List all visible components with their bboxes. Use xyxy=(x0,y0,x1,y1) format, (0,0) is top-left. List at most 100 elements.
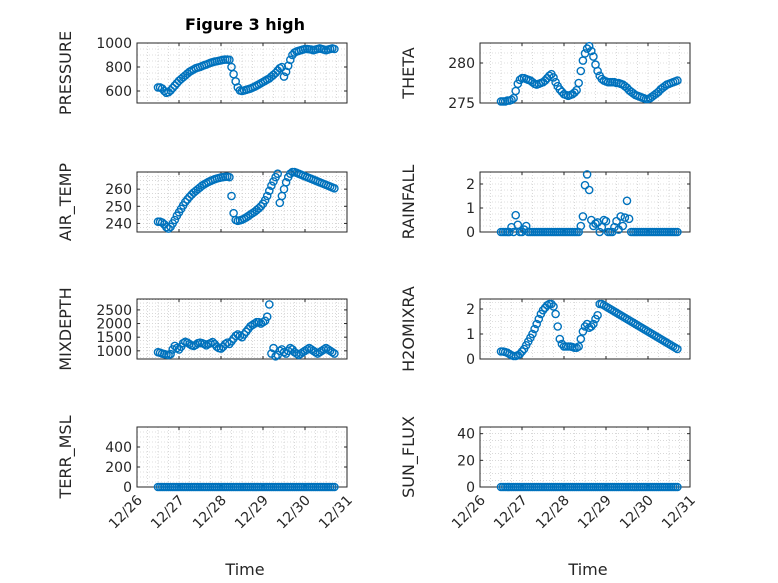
h2omixra-point xyxy=(555,334,565,344)
h2omixra-point xyxy=(547,299,556,309)
theta-point xyxy=(574,78,584,88)
air-temp-point xyxy=(183,195,192,204)
air-temp-point xyxy=(170,215,180,225)
theta-y-axis-label: THETA xyxy=(399,47,418,99)
sun-flux-grid xyxy=(479,426,691,488)
mixdepth-point xyxy=(185,339,194,349)
air-temp-point xyxy=(260,195,270,205)
pressure-y-tick-label: 1000 xyxy=(96,36,132,52)
mixdepth-point xyxy=(235,331,245,341)
mixdepth-point xyxy=(250,319,259,328)
air-temp-point xyxy=(269,177,278,186)
mixdepth-point xyxy=(166,349,175,359)
h2omixra-point xyxy=(589,319,598,329)
rainfall-point xyxy=(582,170,592,179)
rainfall-point xyxy=(517,227,527,237)
theta-point xyxy=(589,52,598,61)
h2omixra-markers xyxy=(496,299,682,361)
rainfall-point xyxy=(576,221,586,231)
rainfall-point xyxy=(511,210,521,220)
pressure-point xyxy=(285,55,295,65)
mixdepth-point xyxy=(262,312,272,322)
theta-point xyxy=(515,75,525,85)
subplot-h2omixra: 0 1 2 H2OMIXRA xyxy=(399,286,691,372)
mixdepth-y-axis-label: MIXDEPTH xyxy=(56,287,75,370)
terr-msl-y-tick-label: 200 xyxy=(105,460,132,476)
theta-y-tick-label: 275 xyxy=(448,96,475,112)
h2omixra-y-axis-label: H2OMIXRA xyxy=(399,286,418,372)
sun-flux-point xyxy=(673,482,682,492)
pressure-point xyxy=(271,68,280,78)
rainfall-point xyxy=(620,213,630,222)
rainfall-point xyxy=(509,227,518,237)
theta-point xyxy=(584,41,594,51)
mixdepth-point xyxy=(222,338,232,347)
air-temp-y-tick-label: 240 xyxy=(105,216,132,232)
h2omixra-point xyxy=(553,322,563,331)
mixdepth-markers xyxy=(153,300,339,361)
h2omixra-point xyxy=(530,324,539,334)
h2omixra-point xyxy=(574,342,584,351)
rainfall-point xyxy=(578,212,588,221)
air-temp-point xyxy=(197,181,207,191)
rainfall-point xyxy=(622,196,632,206)
theta-point xyxy=(555,85,565,94)
air-temp-point xyxy=(227,191,236,201)
terr-msl-y-axis-label: TERR_MSL xyxy=(56,415,76,499)
mixdepth-point xyxy=(199,339,209,349)
air-temp-point xyxy=(285,169,295,179)
h2omixra-point xyxy=(515,349,525,359)
air-temp-point xyxy=(262,191,272,201)
rainfall-point xyxy=(618,221,628,231)
sun-flux-markers xyxy=(496,482,682,492)
mixdepth-point xyxy=(216,344,226,353)
terr-msl-markers xyxy=(153,482,339,492)
pressure-point xyxy=(159,86,169,96)
air-temp-point xyxy=(330,183,339,193)
h2omixra-point xyxy=(578,327,588,336)
rainfall-point xyxy=(616,212,626,221)
rainfall-point xyxy=(584,185,594,195)
sun-flux-y-axis-label: SUN_FLUX xyxy=(399,416,419,498)
h2omixra-point xyxy=(673,344,682,354)
rainfall-y-axis-label: RAINFALL xyxy=(399,165,418,240)
air-temp-y-tick-label: 250 xyxy=(105,199,132,215)
subplot-rainfall: 0 1 2 RAINFALL xyxy=(399,165,691,241)
h2omixra-point xyxy=(534,314,544,324)
mixdepth-point xyxy=(212,342,222,352)
air-temp-point xyxy=(264,186,274,196)
theta-point xyxy=(549,73,558,82)
pressure-point xyxy=(277,62,287,72)
pressure-point xyxy=(279,72,289,81)
air-temp-point xyxy=(157,218,167,227)
air-temp-markers xyxy=(153,167,339,233)
pressure-y-tick-label: 600 xyxy=(105,84,132,100)
pressure-point xyxy=(168,83,177,93)
theta-point xyxy=(507,95,516,105)
subplot-theta: 275 280 THETA xyxy=(399,41,691,112)
mixdepth-y-tick-label: 2000 xyxy=(96,317,132,333)
pressure-point xyxy=(170,81,180,90)
air-temp-point xyxy=(256,201,266,211)
air-temp-point xyxy=(164,224,173,233)
terr-msl-grid xyxy=(136,426,348,488)
pressure-y-tick-label: 800 xyxy=(105,60,132,76)
theta-axes-box xyxy=(479,42,691,104)
mixdepth-y-tick-label: 2500 xyxy=(96,303,132,319)
mixdepth-y-tick-label: 1000 xyxy=(96,344,132,360)
mixdepth-axes-box xyxy=(136,298,348,360)
pressure-point xyxy=(330,44,339,54)
h2omixra-y-tick-label: 0 xyxy=(466,352,475,368)
air-temp-y-tick-label: 260 xyxy=(105,182,132,198)
rainfall-y-tick-label: 2 xyxy=(466,177,475,193)
mixdepth-point xyxy=(279,347,289,357)
x-axis-label-right: Time xyxy=(567,560,607,579)
rainfall-y-tick-label: 1 xyxy=(466,201,475,217)
x-axis-label-left: Time xyxy=(224,560,264,579)
rainfall-point xyxy=(505,227,514,237)
terr-msl-point xyxy=(330,482,339,492)
mixdepth-point xyxy=(258,317,268,327)
h2omixra-point xyxy=(528,329,537,339)
